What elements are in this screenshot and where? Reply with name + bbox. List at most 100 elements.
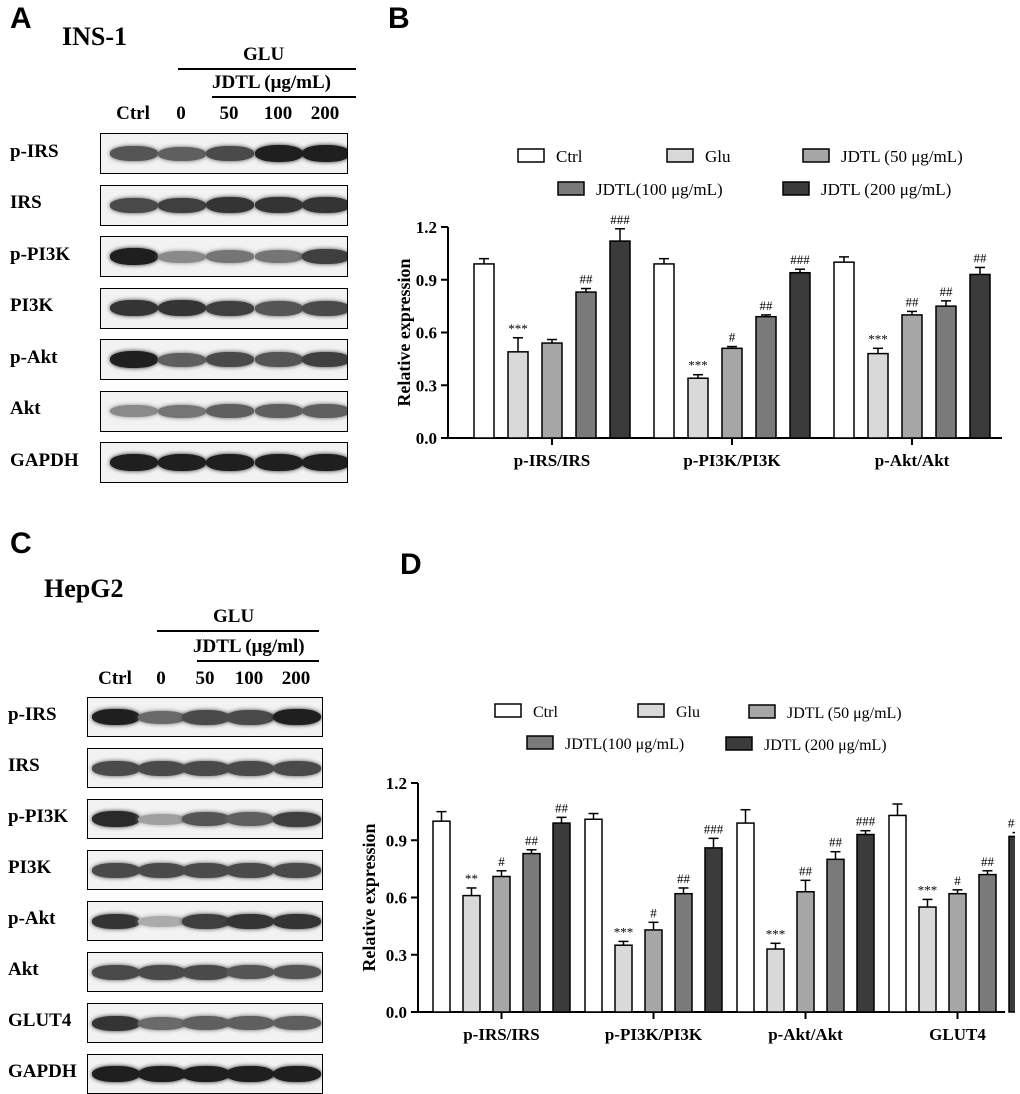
blot-band	[302, 300, 347, 316]
legend-swatch	[526, 735, 554, 750]
blot-band	[92, 862, 140, 878]
y-tick-label: 0.6	[386, 889, 407, 908]
legend-swatch	[802, 148, 830, 163]
dose-label-a: JDTL (μg/mL)	[212, 72, 331, 93]
blot-band	[255, 300, 303, 316]
blot-band	[182, 1016, 230, 1030]
blot-band	[226, 812, 274, 826]
blot-band	[255, 197, 303, 213]
blot-band	[158, 197, 206, 213]
blot-band	[226, 760, 274, 776]
y-tick-label: 0.0	[386, 1003, 407, 1022]
legend-swatch	[517, 148, 545, 163]
blot-band	[302, 145, 347, 162]
panel-letter-d: D	[400, 548, 422, 581]
x-tick-label: p-PI3K/PI3K	[683, 451, 781, 470]
legend-label: JDTL (50 μg/mL)	[841, 147, 963, 166]
blot-band	[226, 1066, 274, 1082]
blot-band	[158, 404, 206, 418]
blot-strip	[87, 1054, 323, 1094]
bar	[614, 944, 633, 1013]
legend-label: Glu	[676, 704, 700, 721]
blot-band	[302, 197, 347, 213]
blot-band	[206, 146, 254, 161]
significance-mark: ##	[580, 272, 594, 287]
bar	[935, 305, 957, 439]
blot-strip	[87, 1003, 323, 1043]
blot-band	[302, 352, 347, 367]
blot-label: Akt	[8, 959, 39, 980]
treatment-label-c: GLU	[213, 606, 255, 627]
blot-band	[138, 1066, 186, 1082]
blot-label: GAPDH	[10, 449, 79, 471]
significance-mark: ***	[868, 331, 888, 346]
significance-mark: ##	[760, 298, 774, 313]
bar	[575, 291, 597, 439]
lane-label: 50	[219, 103, 239, 124]
y-tick-label: 0.0	[416, 429, 437, 448]
blot-strip	[87, 748, 323, 788]
blot-strip	[100, 390, 348, 432]
lane-label: 100	[263, 103, 293, 124]
significance-mark: ##	[555, 800, 569, 815]
legend-label: JDTL(100 μg/mL)	[596, 180, 723, 199]
treatment-line-c	[157, 630, 319, 632]
blot-band	[110, 300, 158, 316]
bar	[721, 347, 743, 439]
legend-swatch	[637, 703, 665, 718]
significance-mark: ##	[677, 871, 691, 886]
blot-band	[206, 197, 254, 213]
legend-swatch	[782, 181, 810, 196]
bar	[704, 847, 723, 1013]
blot-band	[226, 965, 274, 979]
blot-label: p-Akt	[8, 908, 56, 929]
x-tick-label: p-IRS/IRS	[514, 451, 591, 470]
blot-band	[302, 404, 347, 418]
blot-label: IRS	[10, 192, 42, 213]
blot-band	[273, 1016, 321, 1030]
y-axis-label: Relative expression	[394, 258, 414, 406]
blot-band	[158, 300, 206, 316]
blot-band	[138, 710, 186, 724]
x-tick-label: p-Akt/Akt	[768, 1025, 843, 1044]
blot-band	[255, 454, 303, 471]
blot-band	[206, 454, 254, 471]
blot-band	[182, 862, 230, 878]
bar	[888, 814, 907, 1013]
bar	[522, 852, 541, 1013]
significance-mark: **	[465, 871, 478, 886]
dose-line-c	[197, 660, 319, 662]
blot-label: GLUT4	[8, 1010, 72, 1031]
panel-letter-b: B	[388, 2, 410, 35]
significance-mark: ###	[610, 212, 630, 227]
y-tick-label: 0.3	[416, 376, 437, 395]
blot-band	[273, 709, 321, 725]
significance-mark: ###	[1008, 816, 1015, 831]
blot-band	[92, 1066, 140, 1082]
blot-band	[273, 862, 321, 878]
bar	[473, 263, 495, 439]
blot-strip	[100, 133, 348, 174]
blot-strip	[87, 697, 323, 737]
significance-mark: ***	[508, 321, 528, 336]
blot-label: Akt	[10, 398, 41, 419]
bar	[796, 891, 815, 1013]
blot-band	[138, 964, 186, 980]
blot-band	[255, 250, 303, 263]
significance-mark: ###	[704, 821, 724, 836]
treatment-label-a: GLU	[243, 44, 285, 65]
blot-band	[92, 913, 140, 929]
legend-label: JDTL(100 μg/mL)	[565, 736, 684, 753]
y-tick-label: 0.9	[416, 271, 437, 290]
significance-mark: #	[650, 905, 657, 920]
significance-mark: ***	[614, 924, 634, 939]
blot-band	[182, 1066, 230, 1082]
blot-label: PI3K	[8, 857, 52, 878]
bar	[687, 377, 709, 439]
blot-strip	[100, 287, 348, 329]
bar	[867, 352, 889, 439]
y-axis-label: Relative expression	[359, 823, 379, 971]
legend-label: JDTL (200 μg/mL)	[764, 737, 887, 754]
blot-band	[226, 862, 274, 878]
lane-label: 100	[234, 668, 264, 689]
